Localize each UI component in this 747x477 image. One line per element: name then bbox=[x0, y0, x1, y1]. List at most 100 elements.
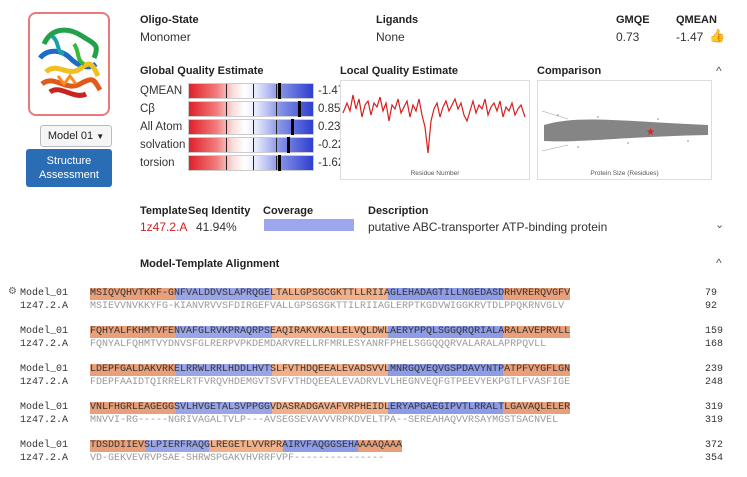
model-seq-highlight bbox=[387, 326, 503, 338]
gqe-row: QMEAN -1.47 bbox=[140, 82, 344, 100]
model-sequence[interactable]: LDEPFGALDAKVRKELRRWLRRLHDDLHVTSLFVTHDQEE… bbox=[90, 364, 571, 375]
gqe-tick bbox=[253, 156, 255, 170]
model-name: Model_01 bbox=[20, 440, 69, 451]
model-seq-highlight bbox=[387, 364, 503, 376]
lqe-title: Local Quality Estimate bbox=[340, 65, 458, 77]
template-sequence[interactable]: FQNYALFQHMTVYDNVSFGLRERPVPKDEMDARVRELLRF… bbox=[90, 339, 547, 350]
model-sequence[interactable]: MSIQVQHVTKRF-GNFVALDDVSLAPRQGELTALLGPSGC… bbox=[90, 288, 571, 299]
gqe-metric-name: QMEAN bbox=[140, 85, 183, 97]
model-seq-highlight bbox=[502, 288, 570, 300]
alignment-block: Model_01 TDSDDIIEVSLPIERFRAQGLREGETLVVRPR… bbox=[8, 439, 738, 477]
gmqe-label: GMQE bbox=[616, 14, 650, 26]
gqe-metric-value: 0.23 bbox=[318, 121, 341, 133]
alignment-block: Model_01 MSIQVQHVTKRF-GNFVALDDVSLAPRQGELT… bbox=[8, 287, 738, 325]
model-residue-number: 79 bbox=[705, 288, 718, 299]
comparison-plot: ★ Protein Size (Residues) bbox=[537, 80, 712, 180]
model-sequence[interactable]: FQHYALFKHMTVFENVAFGLRVKPRAQRPSEAQIRAKVKA… bbox=[90, 326, 571, 337]
description-label: Description bbox=[368, 205, 429, 217]
gqe-metric-name: All Atom bbox=[140, 121, 183, 133]
model-thumbnail[interactable] bbox=[28, 12, 110, 116]
model-seq-highlight bbox=[176, 364, 273, 376]
gqe-scale-bar bbox=[188, 137, 314, 153]
model-seq-highlight bbox=[272, 364, 388, 376]
gqe-metric-value: 0.85 bbox=[318, 103, 341, 115]
gqe-marker bbox=[290, 119, 294, 135]
template-residue-number: 168 bbox=[705, 339, 724, 350]
template-value[interactable]: 1z47.2.A bbox=[140, 220, 188, 234]
gqe-tick bbox=[253, 84, 255, 98]
coverage-bar bbox=[264, 219, 354, 231]
expand-chevron-down-icon[interactable]: ⌄ bbox=[715, 219, 725, 231]
gqe-metric-value: -0.22 bbox=[318, 139, 345, 151]
model-seq-highlight bbox=[272, 288, 388, 300]
gqe-metric-name: torsion bbox=[140, 157, 175, 169]
template-residue-number: 248 bbox=[705, 377, 724, 388]
template-sequence[interactable]: MSIEVVNVKKYFG-KIANVRVVSFDIRGEFVALLGPSGSG… bbox=[90, 301, 565, 312]
model-seq-highlight bbox=[90, 402, 177, 414]
alignment-view: ⚙ Model_01 MSIQVQHVTKRF-GNFVALDDVSLAPRQGE… bbox=[8, 286, 738, 477]
gqe-tick bbox=[275, 138, 277, 152]
gqe-tick bbox=[226, 102, 228, 116]
model-residue-number: 372 bbox=[705, 440, 724, 451]
template-sequence[interactable]: MNVVI-RG-----NGRIVAGALTVLP---AVSEGSEVAVV… bbox=[90, 415, 559, 426]
model-seq-highlight bbox=[90, 364, 177, 376]
gqe-tick bbox=[226, 156, 228, 170]
structure-assessment-button[interactable]: Structure Assessment bbox=[26, 149, 112, 187]
model-seq-highlight bbox=[283, 440, 359, 452]
model-name: Model_01 bbox=[20, 288, 69, 299]
ligands-label: Ligands bbox=[376, 14, 419, 26]
template-label: Template bbox=[140, 205, 188, 217]
gqe-tick bbox=[253, 102, 255, 116]
gqe-tick bbox=[226, 84, 228, 98]
alignment-block: Model_01 VNLFHGRLEAGEGGSVLHVGETALSVPPGGVD… bbox=[8, 401, 738, 439]
comparison-scatter: ★ bbox=[541, 110, 708, 152]
gqe-metric-value: -1.47 bbox=[318, 85, 345, 97]
gqe-metric-value: -1.62 bbox=[318, 157, 345, 169]
gqe-tick bbox=[275, 84, 277, 98]
model-seq-highlight bbox=[90, 440, 147, 452]
gqe-row: All Atom 0.23 bbox=[140, 118, 340, 136]
gqe-tick bbox=[275, 102, 277, 116]
gmqe-value: 0.73 bbox=[616, 30, 640, 44]
protein-structure-icon bbox=[38, 27, 103, 98]
model-seq-highlight bbox=[272, 326, 388, 338]
model-star-icon: ★ bbox=[646, 127, 655, 138]
model-sequence[interactable]: TDSDDIIEVSLPIERFRAQGLREGETLVVRPRAIRVFAQG… bbox=[90, 440, 403, 451]
model-seq-highlight bbox=[176, 288, 273, 300]
gqe-scale-bar bbox=[188, 83, 314, 99]
gqe-marker bbox=[278, 155, 282, 171]
gqe-row: solvation -0.22 bbox=[140, 136, 344, 154]
collapse-chevron-up-icon[interactable]: ^ bbox=[716, 64, 722, 78]
template-residue-number: 92 bbox=[705, 301, 718, 312]
model-seq-highlight bbox=[387, 288, 503, 300]
template-residue-number: 354 bbox=[705, 453, 724, 464]
seq-identity-value: 41.94% bbox=[196, 220, 237, 234]
gqe-tick bbox=[275, 120, 277, 134]
gqe-scale-bar bbox=[188, 101, 314, 117]
gqe-scale-bar bbox=[188, 155, 314, 171]
gear-icon[interactable]: ⚙ bbox=[8, 286, 17, 297]
model-seq-highlight bbox=[502, 402, 570, 414]
model-seq-highlight bbox=[176, 326, 273, 338]
template-sequence[interactable]: VD-GEKVEVRVPSAE-SHRWSPGAKVHVRRFVPF------… bbox=[90, 453, 385, 464]
gqe-metric-name: solvation bbox=[140, 139, 186, 151]
model-seq-highlight bbox=[387, 402, 503, 414]
gqe-marker bbox=[298, 101, 302, 117]
model-seq-highlight bbox=[502, 364, 570, 376]
template-residue-number: 319 bbox=[705, 415, 724, 426]
alignment-title: Model-Template Alignment bbox=[140, 258, 280, 270]
alignment-collapse-chevron-icon[interactable]: ^ bbox=[716, 256, 722, 270]
lqe-xlabel: Residue Number bbox=[410, 170, 460, 177]
template-sequence[interactable]: FDEPFAAIDTQIRRELRTFVRQVHDEMGVTSVFVTHDQEE… bbox=[90, 377, 571, 388]
seq-identity-label: Seq Identity bbox=[188, 205, 251, 217]
comparison-title: Comparison bbox=[537, 65, 602, 77]
model-seq-highlight bbox=[502, 326, 570, 338]
ligands-value: None bbox=[376, 30, 405, 44]
gqe-tick bbox=[226, 138, 228, 152]
model-sequence[interactable]: VNLFHGRLEAGEGGSVLHVGETALSVPPGGVDASRADGAV… bbox=[90, 402, 571, 413]
alignment-block: Model_01 FQHYALFKHMTVFENVAFGLRVKPRAQRPSEA… bbox=[8, 325, 738, 363]
caret-down-icon: ▼ bbox=[96, 132, 105, 141]
model-select-button[interactable]: Model 01 ▼ bbox=[40, 125, 112, 147]
gqe-tick bbox=[226, 120, 228, 134]
model-seq-highlight bbox=[208, 440, 284, 452]
